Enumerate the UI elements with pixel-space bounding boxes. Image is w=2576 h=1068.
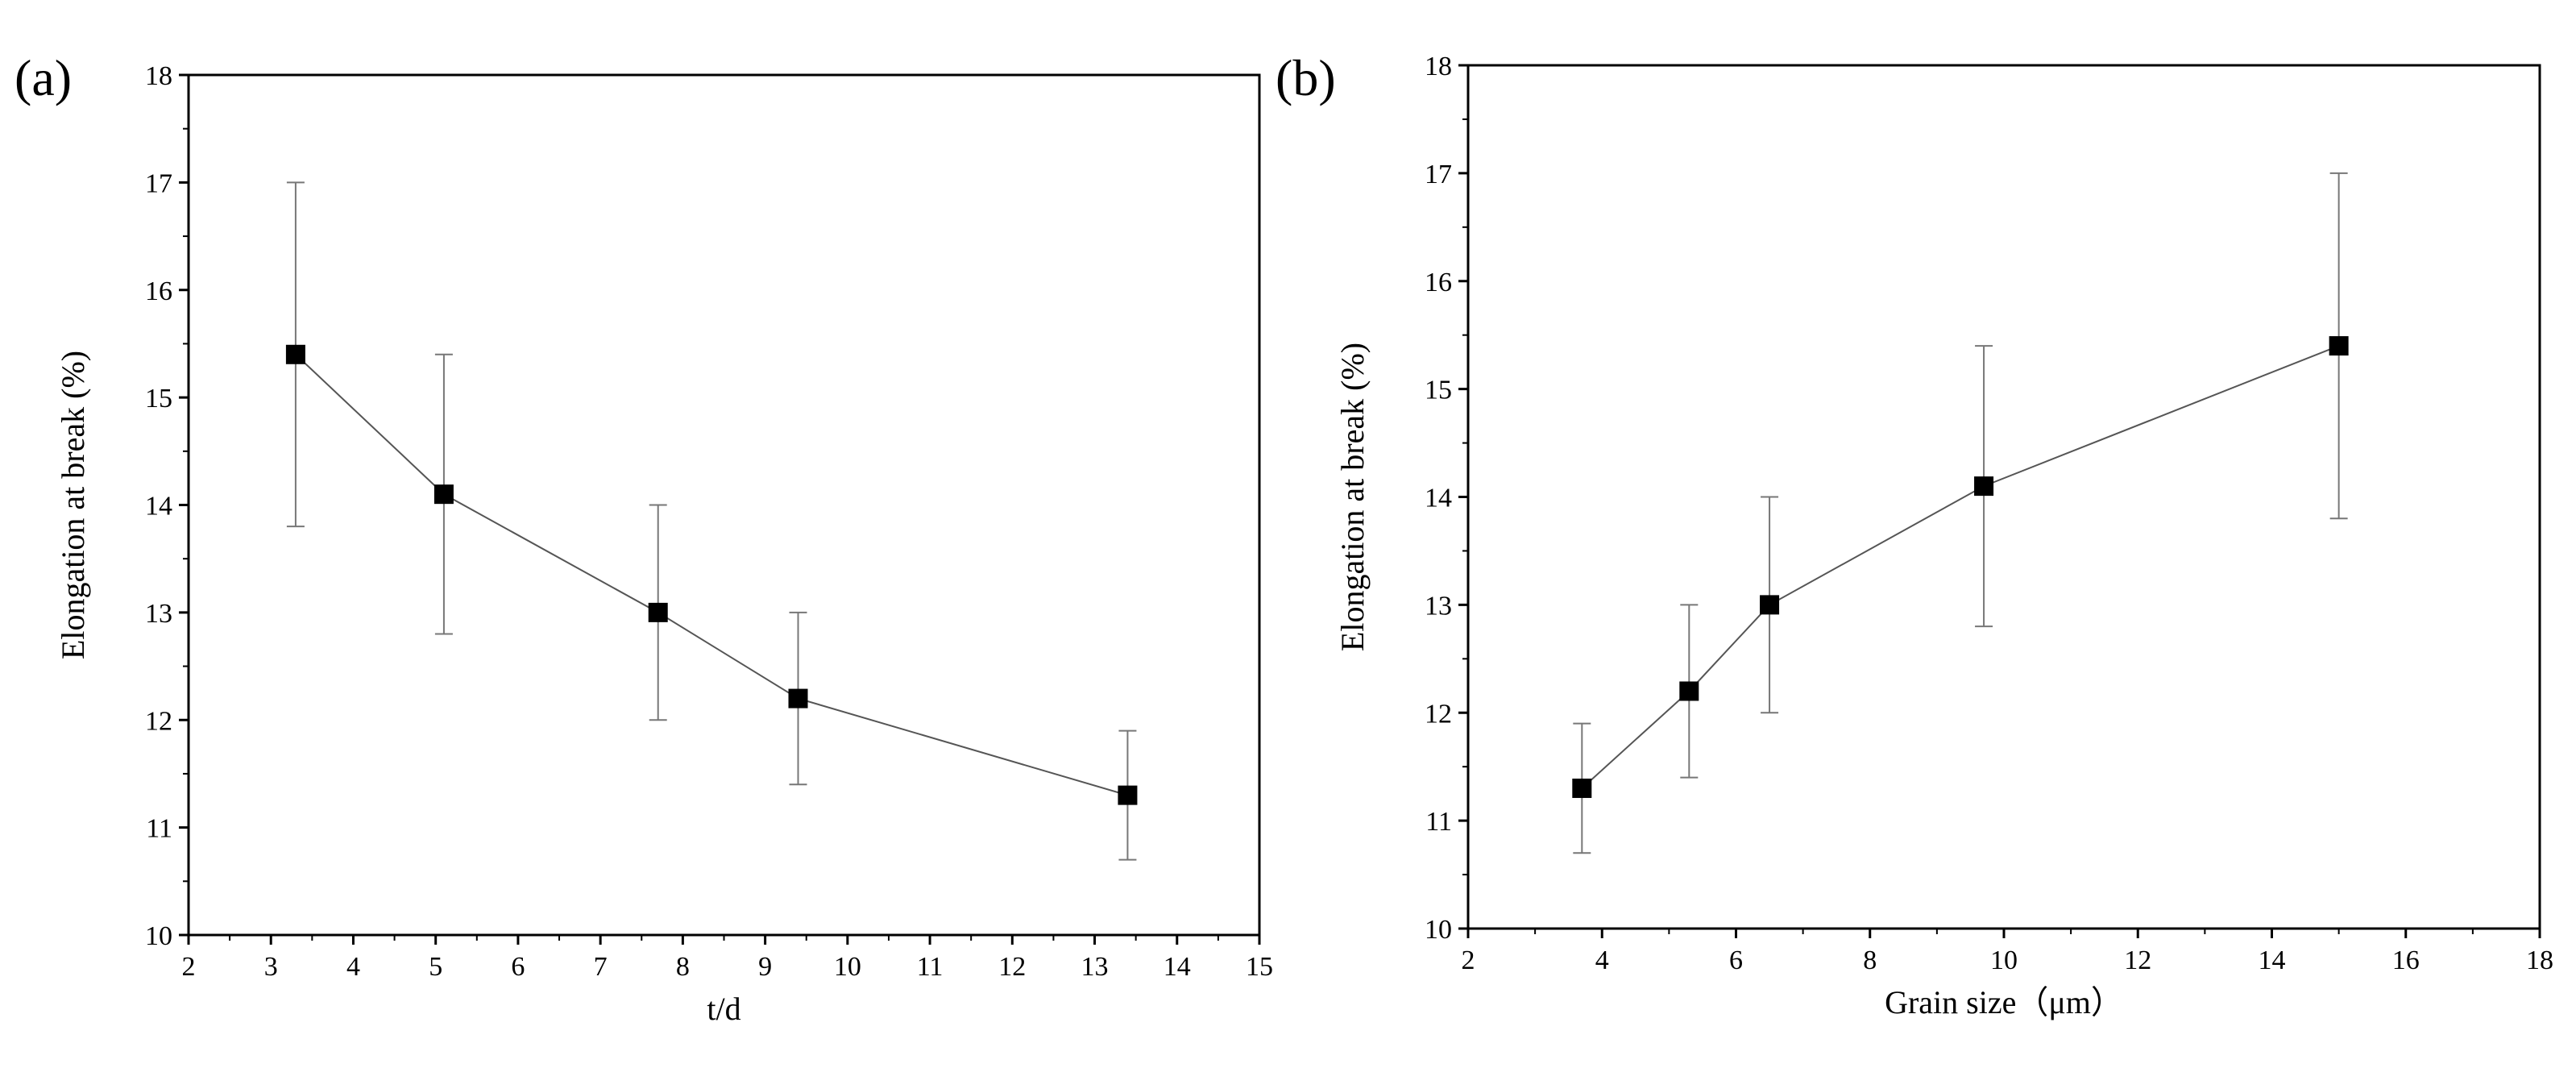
plot-frame [187, 73, 1261, 937]
x-tick-label: 10 [834, 952, 861, 982]
y-tick-label: 10 [1425, 915, 1452, 945]
x-tick-label: 15 [1246, 952, 1273, 982]
x-tick-label: 13 [1081, 952, 1109, 982]
x-tick-label: 6 [1729, 945, 1743, 975]
x-tick-label: 5 [429, 952, 442, 982]
panel-label: (b) [1276, 49, 1336, 106]
x-tick-label: 2 [1462, 945, 1475, 975]
y-tick-label: 17 [1425, 160, 1452, 189]
x-axis-title: t/d [707, 991, 740, 1027]
x-tick-label: 12 [998, 952, 1026, 982]
y-tick-label: 18 [145, 61, 172, 91]
x-tick-label: 14 [1164, 952, 1191, 982]
x-tick-label: 10 [1990, 945, 2018, 975]
y-axis-title: Elongation at break (%) [1334, 343, 1371, 651]
x-tick-label: 4 [1595, 945, 1609, 975]
series-line [295, 354, 1128, 796]
y-tick-label: 15 [145, 384, 172, 413]
data-point-marker [1679, 681, 1699, 701]
x-tick-label: 2 [182, 952, 196, 982]
y-tick-label: 12 [145, 706, 172, 736]
chart-panel-b: (b) 2 4 6 8 10 12 14 16 18 10 11 12 13 14 15 16 17 18 Grai… [1276, 49, 2553, 1020]
x-tick-label: 16 [2392, 945, 2420, 975]
data-point-marker [1572, 778, 1592, 798]
y-tick-label: 13 [1425, 591, 1452, 621]
x-tick-label: 8 [676, 952, 690, 982]
x-tick-label: 12 [2124, 945, 2151, 975]
x-tick-label: 11 [917, 952, 944, 982]
y-axis-title: Elongation at break (%) [55, 351, 91, 659]
chart-panel-a: (a) 2 3 4 5 6 7 8 9 10 11 12 13 14 15 10 11 12 13 14 15 16 17… [15, 49, 1273, 1027]
y-tick-label: 11 [146, 814, 172, 844]
data-point-marker [1760, 595, 1780, 615]
y-tick-label: 11 [1425, 807, 1452, 837]
x-tick-label: 18 [2526, 945, 2553, 975]
y-tick-label: 14 [145, 492, 172, 522]
y-tick-label: 12 [1425, 699, 1452, 729]
x-tick-label: 7 [594, 952, 608, 982]
y-tick-label: 15 [1425, 376, 1452, 405]
plot-frame [1466, 64, 2541, 930]
y-tick-label: 17 [145, 168, 172, 198]
x-tick-label: 4 [346, 952, 360, 982]
x-tick-label: 6 [511, 952, 525, 982]
x-tick-label: 3 [264, 952, 278, 982]
y-tick-label: 16 [1425, 268, 1452, 297]
data-point-marker [2329, 336, 2349, 356]
data-point-marker [648, 602, 668, 622]
y-tick-label: 18 [1425, 52, 1452, 81]
data-point-marker [1118, 785, 1138, 805]
x-tick-label: 14 [2259, 945, 2286, 975]
data-point-marker [1974, 476, 1994, 497]
data-point-marker [788, 688, 808, 709]
series-line [1581, 345, 2339, 789]
data-point-marker [433, 484, 454, 505]
x-tick-label: 8 [1863, 945, 1877, 975]
y-tick-label: 10 [145, 921, 172, 951]
panel-label: (a) [15, 49, 72, 106]
y-tick-label: 14 [1425, 484, 1452, 513]
x-tick-label: 9 [758, 952, 772, 982]
y-tick-label: 16 [145, 276, 172, 306]
data-point-marker [285, 344, 305, 364]
x-axis-title: Grain size（μm） [1885, 984, 2123, 1020]
y-tick-label: 13 [145, 599, 172, 629]
